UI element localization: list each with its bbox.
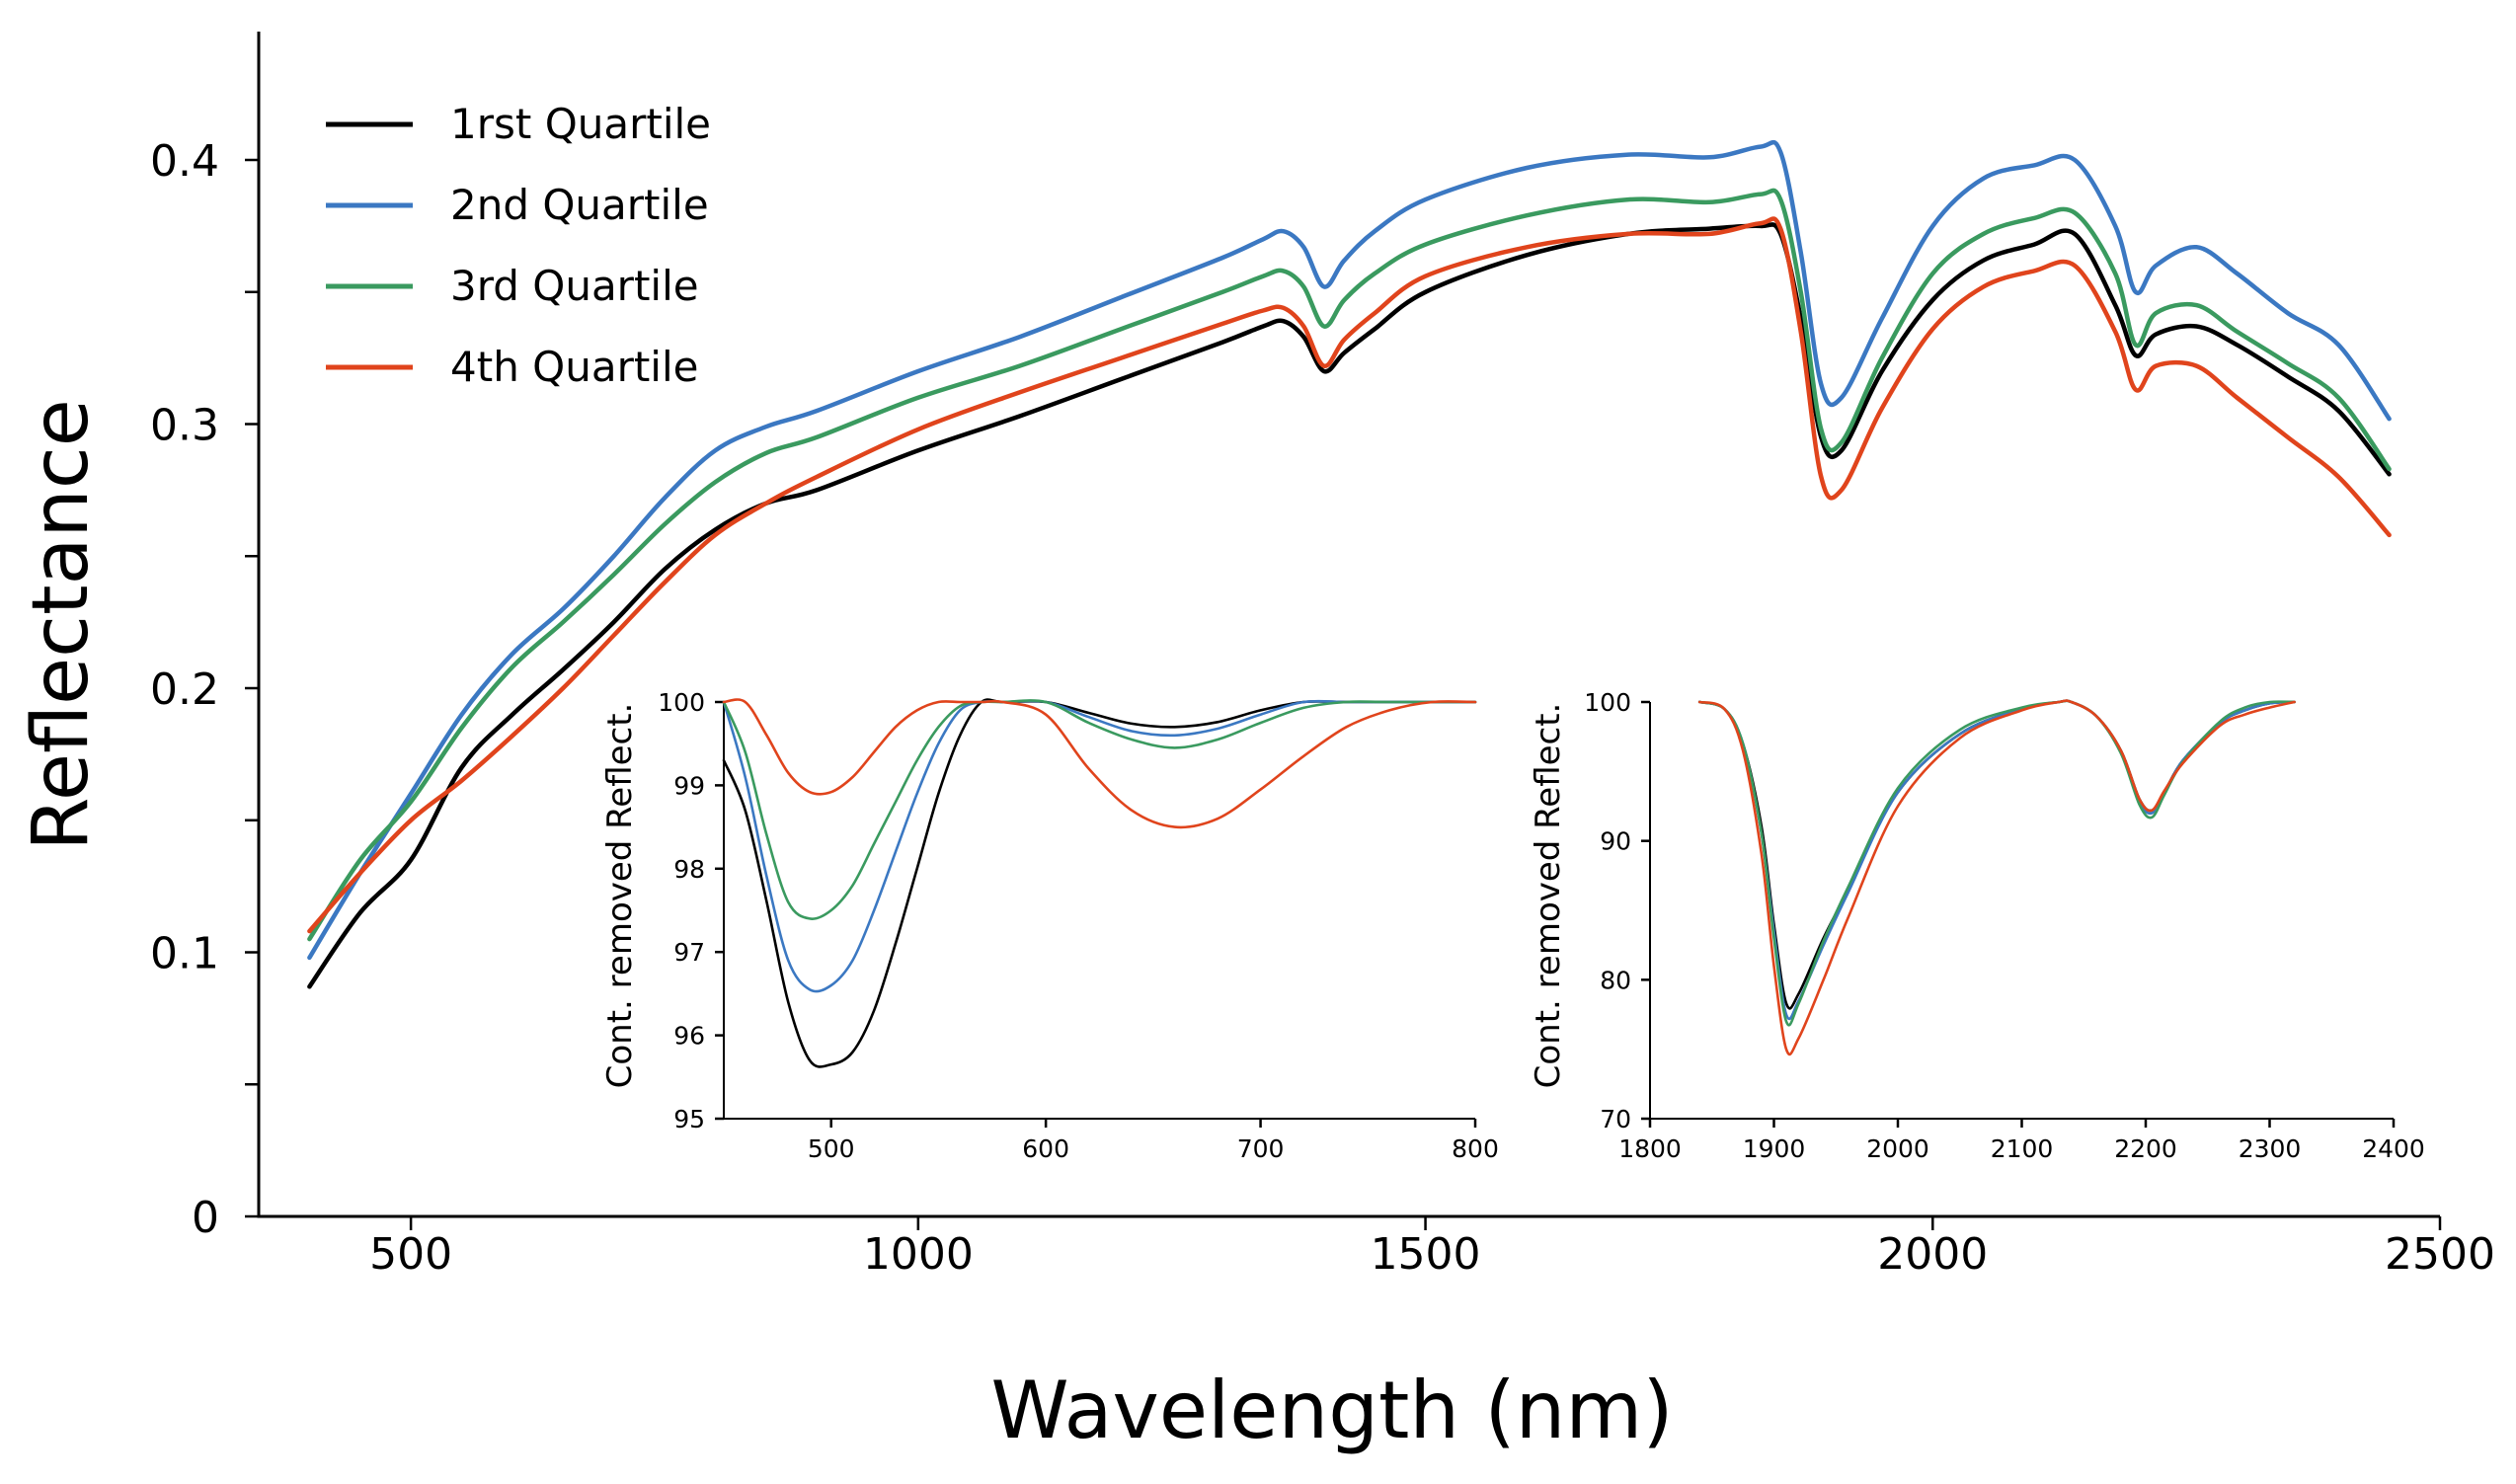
main-series-line-1 — [307, 222, 2392, 989]
main-x-tick-label: 2500 — [2385, 1229, 2495, 1280]
inset2-x-tick-label: 2200 — [2114, 1134, 2177, 1163]
inset1-x-tick-label: 700 — [1237, 1134, 1285, 1163]
inset1-y-tick-label: 99 — [673, 771, 705, 800]
inset2-x-tick-label: 2300 — [2239, 1134, 2302, 1163]
inset2-x-tick-label: 2400 — [2362, 1134, 2425, 1163]
inset1-y-tick-label: 95 — [673, 1105, 705, 1133]
legend-label: 2nd Quartile — [450, 181, 709, 229]
inset2-y-tick-label: 100 — [1584, 688, 1631, 717]
inset1-series-line-2 — [722, 699, 1477, 993]
main-series-line-3 — [307, 188, 2392, 942]
inset1-y-tick-label: 100 — [658, 688, 705, 717]
x-axis-label: Wavelength (nm) — [990, 1365, 1673, 1456]
inset2-y-axis-label: Cont. removed Reflect. — [1529, 703, 1568, 1089]
main-x-tick-label: 2000 — [1877, 1229, 1988, 1280]
y-axis-label: Reflectance — [17, 399, 106, 850]
main-series-line-4 — [307, 216, 2392, 934]
inset2-y-tick-label: 90 — [1600, 827, 1631, 856]
main-y-tick-label: 0.3 — [150, 400, 219, 450]
legend-label: 4th Quartile — [450, 343, 699, 391]
inset2-series-line-4 — [1697, 699, 2296, 1056]
inset1-x-tick-label: 600 — [1022, 1134, 1069, 1163]
main-y-tick-label: 0.4 — [150, 136, 219, 187]
main-x-tick-label: 500 — [369, 1229, 452, 1280]
inset1-y-axis-label: Cont. removed Reflect. — [600, 703, 640, 1089]
inset1-series-line-1 — [722, 698, 1477, 1068]
inset1-y-tick-label: 96 — [673, 1022, 705, 1051]
inset-swir-range: 70 80 90 100 1800 1900 2000 2100 2200 2300 2400 C… — [1521, 681, 2425, 1163]
inset1-y-tick-label: 97 — [673, 938, 705, 967]
inset1-series-line-4 — [722, 698, 1477, 829]
legend: 1rst Quartile 2nd Quartile 3rd Quartile 4th… — [326, 100, 711, 391]
inset2-x-tick-label: 1900 — [1743, 1134, 1806, 1163]
main-y-tick-label: 0.1 — [150, 928, 219, 978]
inset2-x-tick-label: 2000 — [1866, 1134, 1929, 1163]
main-series-line-2 — [307, 139, 2392, 961]
main-y-tick-label: 0.2 — [150, 664, 219, 715]
legend-label: 3rd Quartile — [450, 262, 699, 310]
inset-visible-range: 95 96 97 98 99 100 500 600 700 800 Cont. removed… — [592, 681, 1499, 1163]
main-y-tick-label: 0 — [192, 1193, 219, 1243]
inset2-x-tick-label: 2100 — [1991, 1134, 2054, 1163]
main-x-tick-label: 1500 — [1371, 1229, 1481, 1280]
legend-label: 1rst Quartile — [450, 100, 711, 148]
main-plot: 0 0.1 0.2 0.3 0.4 500 1000 1500 2000 2500 Reflec… — [17, 32, 2495, 1456]
inset1-x-tick-label: 800 — [1452, 1134, 1499, 1163]
inset2-y-tick-label: 80 — [1600, 966, 1631, 994]
inset2-y-tick-label: 70 — [1600, 1105, 1631, 1133]
inset1-y-tick-label: 98 — [673, 855, 705, 884]
inset2-x-tick-label: 1800 — [1618, 1134, 1682, 1163]
main-x-tick-label: 1000 — [863, 1229, 974, 1280]
inset1-x-tick-label: 500 — [808, 1134, 855, 1163]
